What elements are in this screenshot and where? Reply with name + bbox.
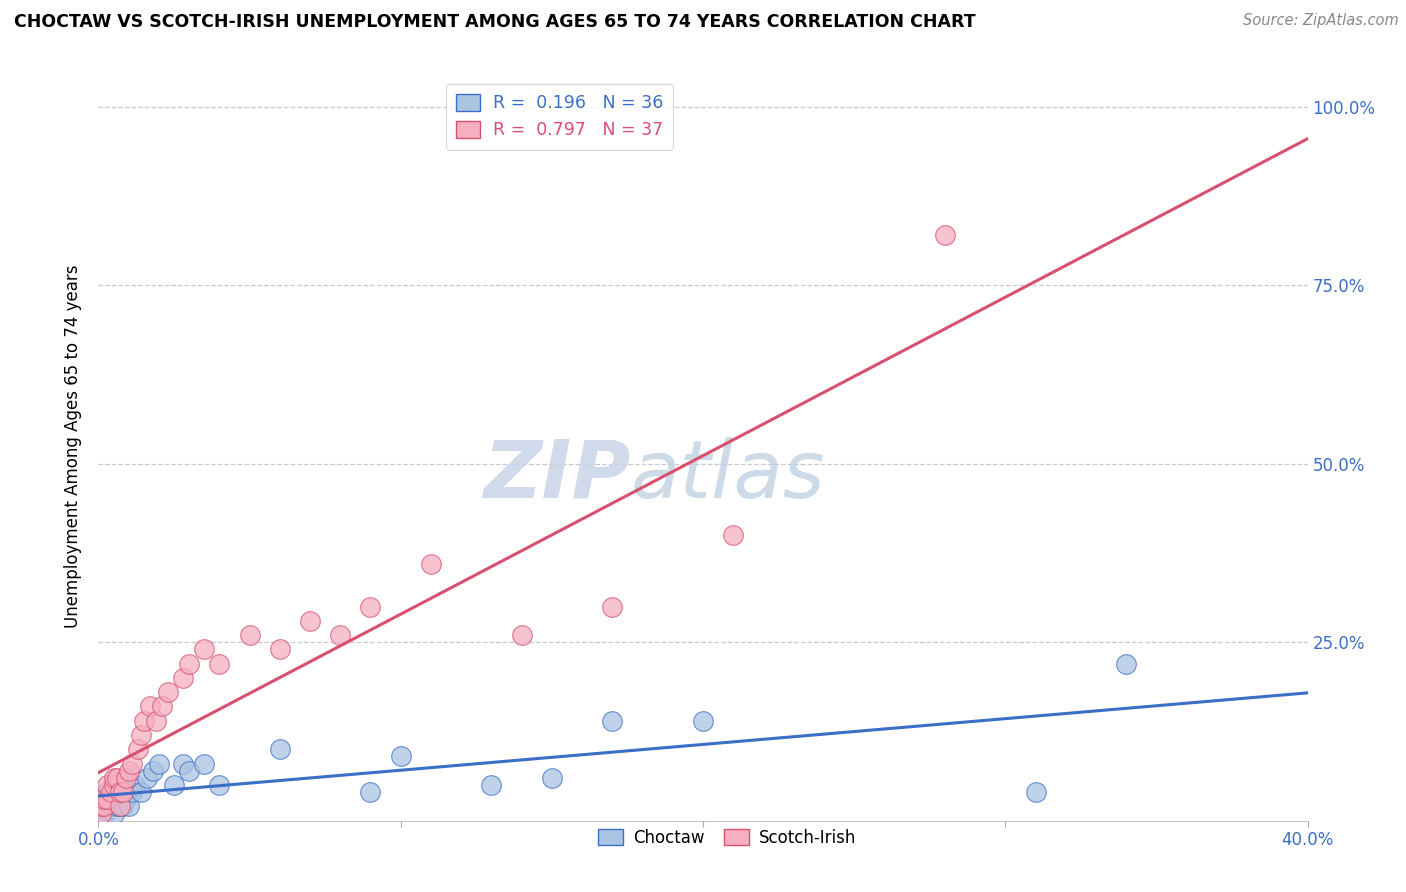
Point [132, 714, 155, 728]
Text: atlas: atlas [630, 437, 825, 515]
Point [90, 806, 112, 821]
Point [208, 778, 231, 792]
Point [114, 771, 136, 785]
Point [150, 699, 173, 714]
Point [114, 792, 136, 806]
Point [103, 806, 125, 821]
Point [420, 557, 443, 571]
Point [108, 799, 131, 814]
Point [111, 799, 134, 814]
Point [934, 228, 956, 243]
Point [93, 792, 115, 806]
Point [90, 799, 112, 814]
Point [239, 628, 262, 642]
Point [360, 599, 382, 614]
Text: ZIP: ZIP [484, 437, 630, 515]
Point [96, 785, 118, 799]
Point [105, 785, 128, 799]
Point [118, 799, 141, 814]
Point [602, 714, 624, 728]
Point [93, 806, 115, 821]
Point [145, 714, 167, 728]
Point [142, 764, 165, 778]
Point [172, 671, 194, 685]
Point [103, 792, 125, 806]
Point [269, 742, 291, 756]
Point [510, 628, 533, 642]
Point [148, 756, 170, 771]
Point [90, 806, 112, 821]
Point [103, 778, 125, 792]
Point [118, 764, 141, 778]
Point [105, 771, 128, 785]
Point [93, 792, 115, 806]
Point [108, 799, 131, 814]
Point [108, 785, 131, 799]
Point [124, 778, 146, 792]
Point [139, 699, 162, 714]
Point [360, 785, 382, 799]
Point [96, 778, 118, 792]
Text: Source: ZipAtlas.com: Source: ZipAtlas.com [1243, 13, 1399, 29]
Point [1024, 785, 1046, 799]
Point [96, 799, 118, 814]
Point [692, 714, 714, 728]
Point [121, 785, 143, 799]
Point [723, 528, 745, 542]
Point [193, 642, 215, 657]
Point [163, 778, 186, 792]
Point [100, 792, 122, 806]
Point [96, 792, 118, 806]
Point [103, 771, 125, 785]
Point [208, 657, 231, 671]
Point [111, 785, 134, 799]
Point [135, 771, 157, 785]
Point [602, 599, 624, 614]
Point [129, 785, 152, 799]
Point [179, 657, 201, 671]
Text: CHOCTAW VS SCOTCH-IRISH UNEMPLOYMENT AMONG AGES 65 TO 74 YEARS CORRELATION CHART: CHOCTAW VS SCOTCH-IRISH UNEMPLOYMENT AMO… [14, 13, 976, 31]
Point [179, 764, 201, 778]
Point [193, 756, 215, 771]
Point [90, 799, 112, 814]
Point [100, 785, 122, 799]
Point [269, 642, 291, 657]
Point [329, 628, 352, 642]
Point [1115, 657, 1137, 671]
Point [93, 799, 115, 814]
Point [481, 778, 503, 792]
Point [299, 614, 322, 628]
Point [540, 771, 562, 785]
Point [127, 742, 149, 756]
Legend: Choctaw, Scotch-Irish: Choctaw, Scotch-Irish [591, 822, 863, 854]
Point [156, 685, 179, 699]
Y-axis label: Unemployment Among Ages 65 to 74 years: Unemployment Among Ages 65 to 74 years [65, 264, 83, 628]
Point [121, 756, 143, 771]
Point [129, 728, 152, 742]
Point [105, 799, 128, 814]
Point [172, 756, 194, 771]
Point [100, 799, 122, 814]
Point [389, 749, 412, 764]
